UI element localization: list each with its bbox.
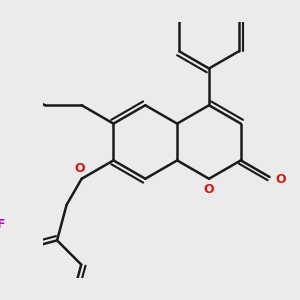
Text: O: O bbox=[204, 183, 214, 196]
Text: F: F bbox=[0, 218, 5, 231]
Text: O: O bbox=[75, 162, 86, 175]
Text: O: O bbox=[275, 173, 286, 186]
